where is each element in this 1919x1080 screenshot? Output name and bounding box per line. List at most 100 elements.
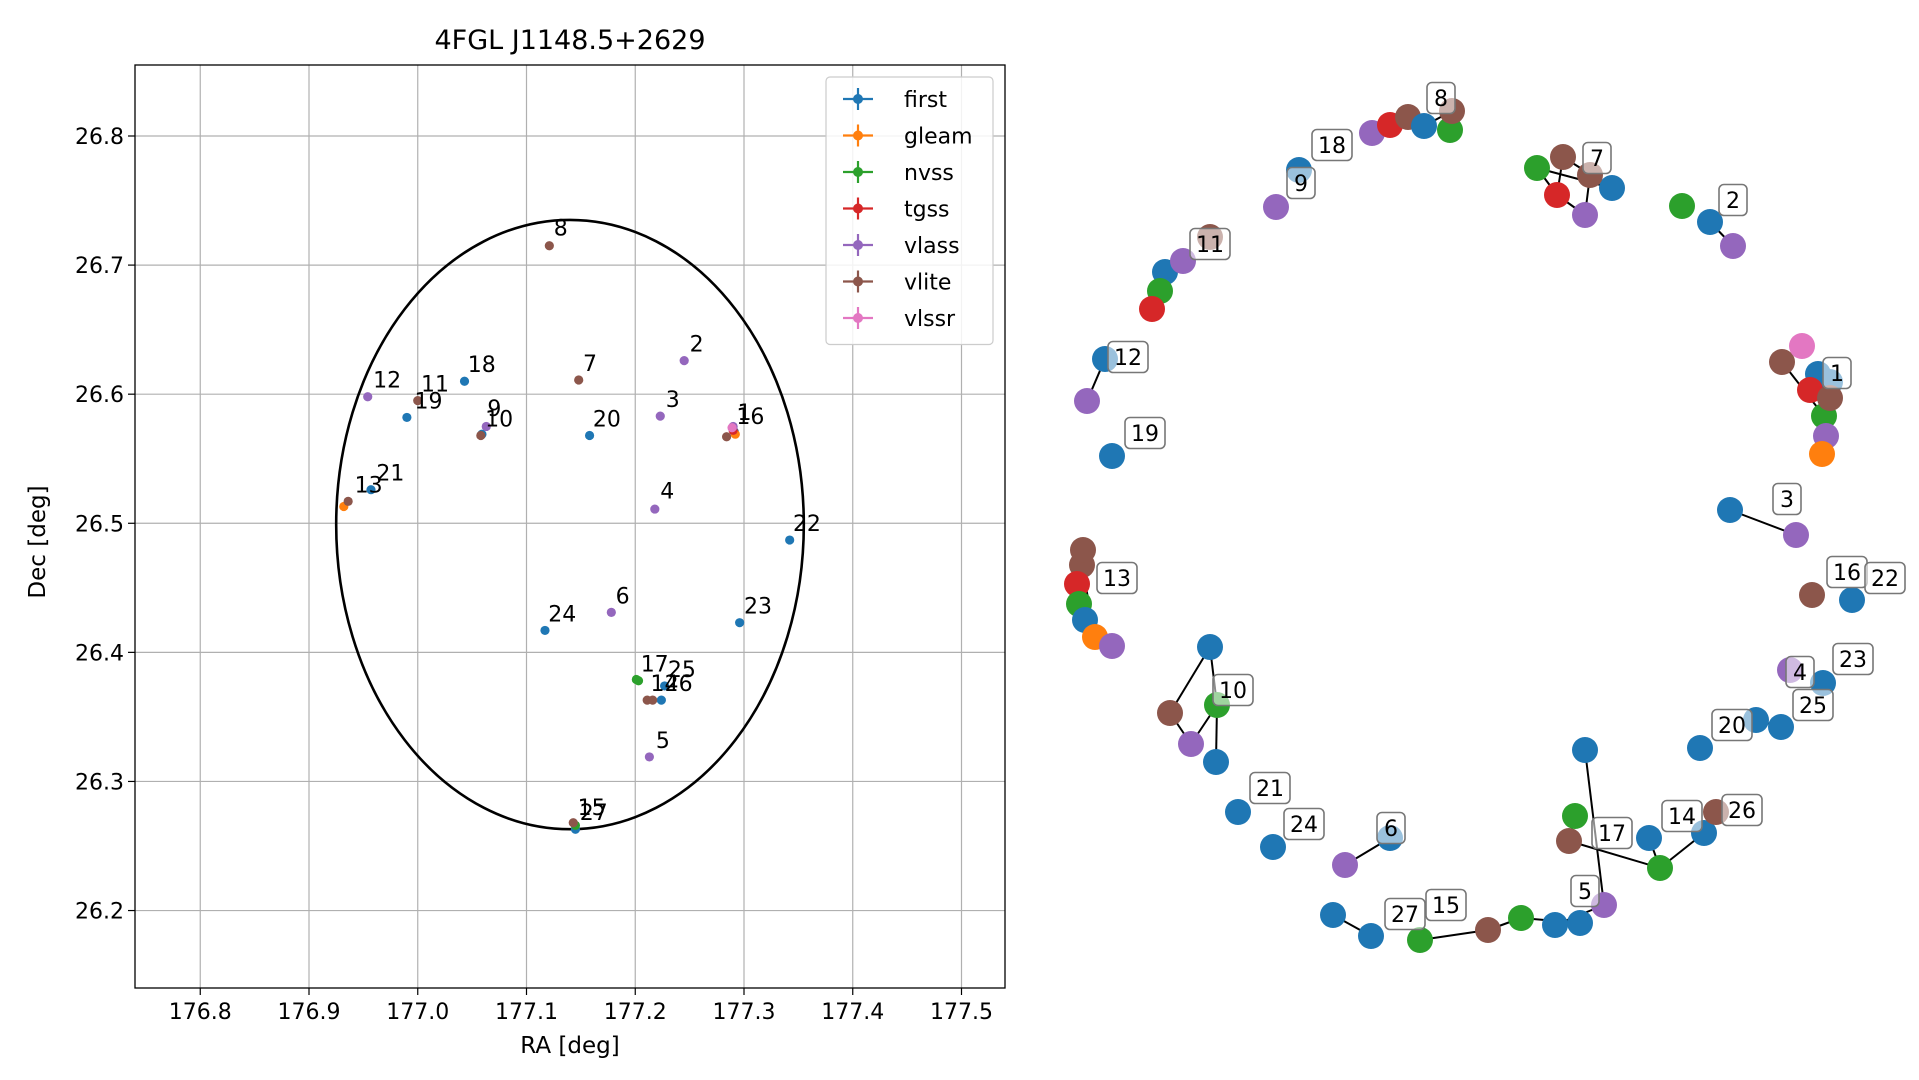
network-node-first bbox=[1839, 587, 1865, 613]
point-label: 27 bbox=[580, 801, 608, 826]
network-node-tgss bbox=[1139, 296, 1165, 322]
network-node-tgss bbox=[1064, 571, 1090, 597]
x-tick-label: 176.8 bbox=[169, 1000, 232, 1025]
network-label-box bbox=[1426, 81, 1456, 115]
scatter-plot: 1234567891011121314151617181920212223242… bbox=[25, 25, 1006, 1059]
network-node-vlass bbox=[1074, 388, 1100, 414]
point-label: 1 bbox=[737, 401, 751, 426]
network-label-box bbox=[1864, 561, 1906, 595]
network-label: 1 bbox=[1830, 362, 1844, 387]
point-label: 5 bbox=[656, 729, 670, 754]
data-point-vlass bbox=[606, 607, 616, 617]
point-label: 16 bbox=[736, 405, 764, 430]
network-label-box bbox=[1384, 897, 1426, 931]
point-label: 10 bbox=[485, 407, 513, 432]
network-label-box bbox=[1570, 874, 1600, 908]
legend-label: vlass bbox=[904, 234, 960, 259]
legend-label: gleam bbox=[904, 125, 973, 150]
network-node-vlite bbox=[1556, 828, 1582, 854]
x-tick-label: 177.4 bbox=[821, 1000, 884, 1025]
network-label: 3 bbox=[1780, 488, 1794, 513]
network-label: 15 bbox=[1432, 894, 1460, 919]
data-point-vlite bbox=[568, 818, 578, 828]
data-points bbox=[339, 241, 795, 834]
network-node-nvss bbox=[1407, 927, 1433, 953]
data-point-vlite bbox=[722, 432, 732, 442]
network-node-first bbox=[1717, 497, 1743, 523]
network-node-vlass bbox=[1263, 194, 1289, 220]
network-label: 21 bbox=[1256, 777, 1284, 802]
network-label: 13 bbox=[1103, 567, 1131, 592]
y-axis-label: Dec [deg] bbox=[25, 485, 51, 598]
network-node-nvss bbox=[1524, 155, 1550, 181]
data-point-vlass bbox=[655, 411, 665, 421]
legend-box bbox=[825, 76, 994, 346]
data-point-vlite bbox=[343, 496, 353, 506]
legend-marker-nvss bbox=[853, 167, 863, 177]
data-point-first bbox=[540, 625, 550, 636]
network-label-box bbox=[1711, 708, 1753, 742]
network-label-box bbox=[1425, 888, 1467, 922]
data-point-first bbox=[402, 412, 412, 423]
network-node-first bbox=[1697, 209, 1723, 235]
network-label-box bbox=[1249, 771, 1291, 805]
point-label: 7 bbox=[583, 352, 597, 377]
point-label: 25 bbox=[668, 658, 696, 683]
point-label: 24 bbox=[548, 602, 576, 627]
point-label: 26 bbox=[665, 672, 693, 697]
network-label-box bbox=[1107, 340, 1149, 374]
point-label: 2 bbox=[690, 333, 704, 358]
point-label: 23 bbox=[744, 595, 772, 620]
network-label-box bbox=[1822, 356, 1852, 390]
x-tick-label: 177.3 bbox=[713, 1000, 776, 1025]
data-point-first bbox=[656, 695, 666, 705]
network-label: 26 bbox=[1728, 799, 1756, 824]
network-label-box bbox=[1792, 688, 1834, 722]
network-node-gleam bbox=[1809, 441, 1835, 467]
point-label: 13 bbox=[355, 473, 383, 498]
network-label-box bbox=[1718, 183, 1748, 217]
network-label-box bbox=[1096, 561, 1138, 595]
y-tick-label: 26.3 bbox=[75, 770, 124, 795]
network-node-vlite bbox=[1799, 582, 1825, 608]
network-node-vlite bbox=[1769, 349, 1795, 375]
point-label: 4 bbox=[660, 480, 674, 505]
y-tick-label: 26.7 bbox=[75, 254, 124, 279]
network-label: 8 bbox=[1434, 87, 1448, 112]
legend-marker-vlssr bbox=[853, 313, 863, 323]
network-node-first bbox=[1411, 113, 1437, 139]
y-tick-label: 26.8 bbox=[75, 125, 124, 150]
network-label-box bbox=[1124, 416, 1166, 450]
network-label: 16 bbox=[1833, 561, 1861, 586]
data-point-vlass bbox=[481, 421, 491, 432]
network-node-vlass bbox=[1332, 852, 1358, 878]
network-node-first bbox=[1567, 910, 1593, 936]
point-label: 9 bbox=[487, 397, 501, 422]
network-node-first bbox=[1203, 749, 1229, 775]
point-label: 21 bbox=[376, 462, 404, 487]
legend-marker-first bbox=[853, 94, 863, 104]
point-label: 12 bbox=[373, 369, 401, 394]
network-label-box bbox=[1591, 816, 1633, 850]
network-node-nvss bbox=[1647, 855, 1673, 881]
network-label: 5 bbox=[1578, 880, 1592, 905]
data-point-vlite bbox=[544, 241, 554, 251]
error-ellipse bbox=[334, 218, 806, 831]
data-point-vlass bbox=[644, 752, 654, 762]
point-label: 3 bbox=[666, 388, 680, 413]
network-label: 2 bbox=[1726, 189, 1740, 214]
network-node-first bbox=[1099, 443, 1125, 469]
x-tick-label: 177.1 bbox=[495, 1000, 558, 1025]
point-label: 6 bbox=[616, 584, 630, 609]
network-node-vlass bbox=[1572, 202, 1598, 228]
network-label-box bbox=[1661, 799, 1703, 833]
point-label: 15 bbox=[578, 796, 606, 821]
network-node-nvss bbox=[1508, 905, 1534, 931]
data-point-vlite bbox=[648, 695, 658, 705]
network-labels: 1234567891011121314151617181920212223242… bbox=[1096, 81, 1906, 931]
legend-label: vlite bbox=[904, 271, 951, 296]
network-label: 17 bbox=[1598, 822, 1626, 847]
network-node-nvss bbox=[1562, 803, 1588, 829]
network-node-nvss bbox=[1669, 193, 1695, 219]
network-label: 6 bbox=[1384, 817, 1398, 842]
